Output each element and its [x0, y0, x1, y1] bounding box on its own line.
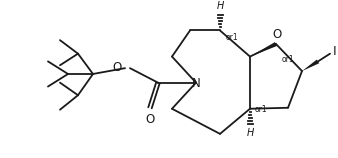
Text: O: O	[113, 61, 122, 74]
Polygon shape	[250, 42, 277, 57]
Text: H: H	[216, 1, 224, 11]
Text: or1: or1	[226, 33, 239, 42]
Polygon shape	[302, 60, 319, 71]
Text: N: N	[192, 77, 200, 90]
Text: I: I	[333, 45, 337, 58]
Text: H: H	[246, 128, 254, 138]
Text: O: O	[272, 28, 282, 41]
Text: or1: or1	[255, 105, 268, 114]
Text: or1: or1	[282, 55, 295, 64]
Text: O: O	[145, 113, 154, 126]
